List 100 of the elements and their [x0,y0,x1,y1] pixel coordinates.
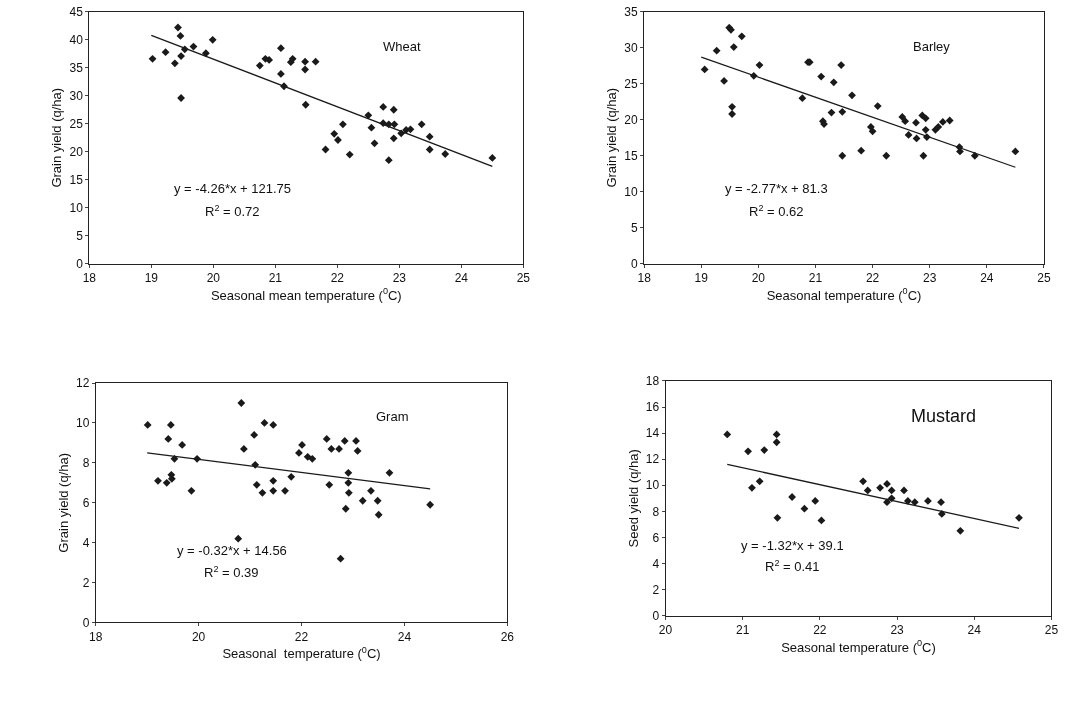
x-tick-label: 21 [736,622,750,637]
point [956,526,965,535]
point [838,151,847,160]
annotation: Mustard [911,406,977,426]
point [301,57,309,66]
point [352,437,360,445]
point [367,123,376,132]
x-tick-label: 22 [294,629,309,644]
point [353,446,362,455]
point [868,127,877,136]
x-axis-title: Seasonal mean temperature ($^{0}$C) [210,286,402,303]
point [373,496,382,505]
y-tick-label: 20 [69,144,84,159]
point [374,510,383,519]
y-tick-label: 10 [645,478,660,493]
point [269,486,278,495]
point [772,438,781,447]
y-tick-label: 0 [631,256,639,271]
point [265,56,274,64]
point [258,488,267,497]
point [143,421,152,429]
y-tick-label: 4 [82,535,90,550]
point [358,496,367,505]
x-tick-label: 22 [330,271,345,286]
point [255,61,264,70]
annotation: Wheat [383,39,421,54]
point [344,488,353,497]
point [1011,147,1020,156]
point [904,130,913,139]
point [295,448,303,457]
y-tick-label: 15 [624,148,639,163]
point [234,534,243,543]
x-tick-label: 23 [890,622,905,637]
point [441,150,450,158]
annotation: R$^{2}$ = 0.62 [749,203,804,220]
point [148,54,157,63]
y-axis-title: Grain yield (q/ha) [49,87,65,188]
point [700,65,709,74]
x-tick-label: 22 [813,622,827,637]
point [389,134,398,143]
point [772,430,781,439]
point [848,91,856,100]
point [723,430,732,439]
point [921,114,930,123]
point [170,59,179,68]
point [384,156,393,165]
annotation: y = -0.32*x + 14.56 [177,543,287,558]
point [345,150,354,159]
annotation: R$^{2}$ = 0.72 [205,203,260,220]
point [389,105,398,114]
y-tick-label: 14 [645,426,660,441]
point [901,117,910,126]
point [301,65,309,74]
point [364,111,373,120]
y-axis-title: Grain yield (q/ha) [604,87,620,188]
point [327,444,336,453]
y-tick-label: 8 [652,504,660,519]
point [177,52,185,60]
y-tick-label: 15 [69,172,84,187]
x-tick-label: 24 [967,622,982,637]
point [187,486,196,495]
annotation: R$^{2}$ = 0.39 [204,564,259,581]
y-tick-label: 5 [76,228,84,243]
point [154,476,162,485]
point [811,496,820,505]
point [425,145,434,154]
point [712,46,721,55]
point [174,23,182,32]
point [873,102,882,110]
annotation: Barley [913,39,951,54]
y-tick-label: 20 [624,112,639,127]
point [288,54,297,63]
y-tick-label: 35 [69,61,84,75]
y-tick-label: 35 [624,5,639,20]
point [367,486,375,495]
y-tick-label: 8 [82,456,90,471]
point [178,441,187,449]
x-tick-label: 25 [1037,271,1051,286]
y-tick-label: 30 [69,88,84,103]
y-tick-label: 10 [624,184,639,199]
point [239,444,248,453]
x-tick-label: 25 [516,271,531,286]
y-tick-label: 2 [82,575,90,590]
point [720,77,728,85]
x-tick-label: 20 [751,271,766,286]
point [918,111,927,120]
point [303,452,312,461]
point [330,129,339,138]
x-tick-label: 26 [500,629,515,644]
point [344,478,353,487]
y-tick-label: 45 [69,5,84,20]
y-tick-label: 40 [69,33,84,48]
y-tick-label: 5 [631,220,639,235]
x-tick-label: 19 [144,271,159,286]
point [164,435,173,443]
point [912,118,920,127]
x-tick-label: 24 [397,629,412,644]
point [924,496,932,505]
point [311,57,320,66]
point [863,486,872,495]
